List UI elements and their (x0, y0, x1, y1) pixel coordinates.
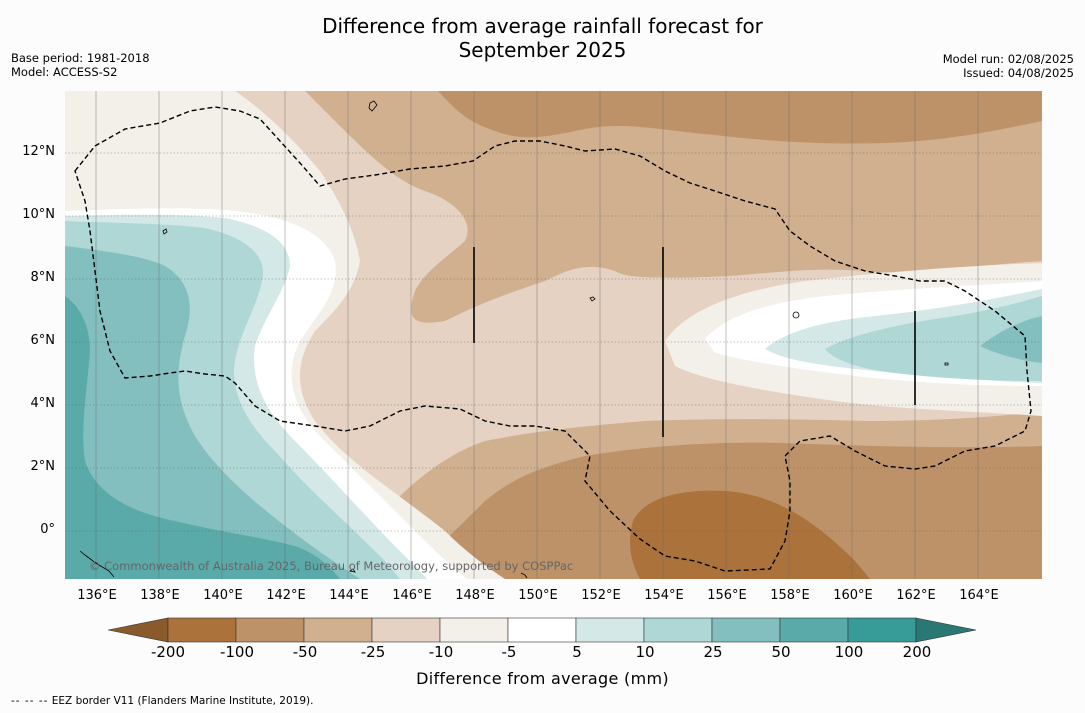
colorbar-segment (643, 617, 713, 643)
rainfall-map: © Commonwealth of Australia 2025, Bureau… (65, 91, 1042, 579)
lat-label: 8°N (30, 270, 56, 285)
colorbar-tick: 100 (834, 643, 864, 661)
islands (79, 100, 949, 579)
title-line-2: September 2025 (458, 38, 627, 62)
colorbar-segment (847, 617, 917, 643)
lon-label: 138°E (140, 588, 180, 603)
lon-label: 160°E (833, 588, 873, 603)
colorbar-segment (439, 617, 509, 643)
colorbar-extend-high (915, 617, 977, 643)
contour-wet-50-100 (65, 296, 340, 579)
contour-wet-right-25-50 (980, 316, 1042, 363)
lon-label: 142°E (266, 588, 306, 603)
lon-label: 150°E (518, 588, 558, 603)
eez-border (74, 106, 1032, 572)
legend-footer: -- -- -- EEZ border V11 (Flanders Marine… (11, 695, 313, 707)
lat-label: 6°N (30, 333, 56, 348)
contour-dry-topright (438, 91, 1042, 144)
lon-label: 144°E (329, 588, 369, 603)
copyright-notice: © Commonwealth of Australia 2025, Bureau… (89, 559, 573, 573)
colorbar-tick: 25 (703, 643, 723, 661)
lon-label: 146°E (392, 588, 432, 603)
lat-label: 2°N (30, 459, 56, 474)
colorbar-tick: -10 (428, 643, 454, 661)
lon-label: 162°E (896, 588, 936, 603)
lat-label: 0° (40, 522, 55, 537)
eez-legend-symbol: -- -- -- (11, 695, 49, 707)
colorbar-tick: 10 (635, 643, 655, 661)
colorbar-segment (575, 617, 645, 643)
colorbar-segment (711, 617, 781, 643)
base-period: Base period: 1981-2018 (11, 51, 150, 65)
colorbar-segment (235, 617, 305, 643)
lon-label: 164°E (959, 588, 999, 603)
lon-label: 154°E (644, 588, 684, 603)
boundary-lines (473, 247, 916, 437)
colorbar-extend-low (108, 617, 169, 643)
contour-dry-top (305, 91, 1042, 323)
chart-title: Difference from average rainfall forecas… (0, 14, 1085, 62)
eez-legend-text: EEZ border V11 (Flanders Marine Institut… (51, 695, 314, 707)
colorbar-tick: -200 (150, 643, 186, 661)
issued-date: Issued: 04/08/2025 (963, 66, 1074, 80)
lon-label: 148°E (455, 588, 495, 603)
lon-label: 152°E (581, 588, 621, 603)
model-name: Model: ACCESS-S2 (11, 65, 118, 79)
colorbar-tick: -50 (292, 643, 318, 661)
colorbar-tick: 50 (771, 643, 791, 661)
colorbar-title: Difference from average (mm) (416, 669, 669, 688)
colorbar-segment (779, 617, 849, 643)
lat-label: 12°N (22, 144, 55, 159)
colorbar-segment (507, 617, 577, 643)
colorbar-tick: 5 (572, 643, 582, 661)
model-run: Model run: 02/08/2025 (942, 52, 1074, 66)
colorbar-segment (303, 617, 373, 643)
contour-wet-25-50 (65, 246, 360, 579)
colorbar (108, 617, 977, 643)
colorbar-tick: -100 (219, 643, 255, 661)
meta-right: Model run: 02/08/2025 Issued: 04/08/2025 (943, 52, 1074, 80)
colorbar-segment (167, 617, 237, 643)
colorbar-tick: -25 (360, 643, 386, 661)
colorbar-tick: 200 (902, 643, 932, 661)
lon-label: 136°E (77, 588, 117, 603)
contour-dry-core (629, 490, 870, 579)
lat-label: 4°N (30, 396, 56, 411)
colorbar-tick: -5 (501, 643, 517, 661)
rainfall-contours (65, 91, 1042, 579)
title-line-1: Difference from average rainfall forecas… (322, 14, 763, 38)
lon-label: 158°E (770, 588, 810, 603)
contour-wet-right-10-25 (825, 296, 1042, 381)
colorbar-segment (371, 617, 441, 643)
lat-label: 10°N (22, 207, 55, 222)
meta-left: Base period: 1981-2018 Model: ACCESS-S2 (11, 51, 150, 79)
lon-label: 156°E (707, 588, 747, 603)
lon-label: 140°E (203, 588, 243, 603)
